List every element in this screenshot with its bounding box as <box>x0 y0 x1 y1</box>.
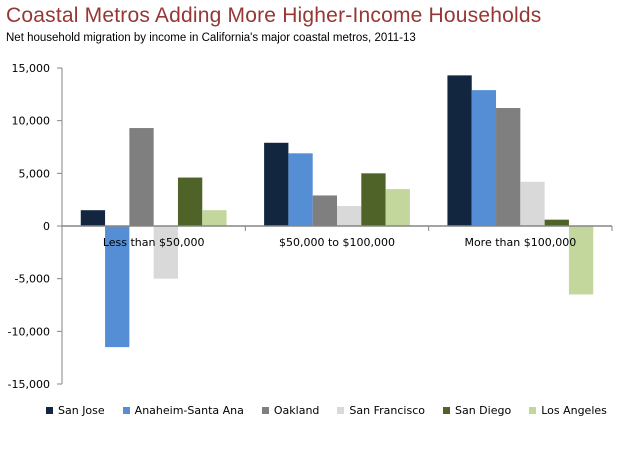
category-label: More than $100,000 <box>464 236 576 249</box>
bar-los-angeles-2 <box>385 189 410 226</box>
legend: San Jose Anaheim-Santa Ana Oakland San Fran… <box>46 404 624 417</box>
bar-los-angeles-3 <box>568 226 594 295</box>
bar-san-diego-3 <box>544 219 569 226</box>
legend-swatch <box>46 407 53 414</box>
bar-san-diego-1 <box>177 177 203 226</box>
bar-san-jose-1 <box>80 210 106 226</box>
legend-swatch <box>529 407 537 414</box>
bar-san-jose-3 <box>447 75 472 226</box>
bar-san-francisco-3 <box>520 181 545 226</box>
legend-item: San Diego <box>442 404 512 417</box>
y-tick-label: 5,000 <box>19 167 51 180</box>
bar-oakland-3 <box>496 108 521 226</box>
legend-swatch <box>261 407 269 414</box>
legend-label: Los Angeles <box>541 404 607 417</box>
y-tick-label: -10,000 <box>8 325 50 338</box>
bar-san-jose-2 <box>264 142 289 226</box>
bar-oakland-2 <box>312 195 337 226</box>
category-label: Less than $50,000 <box>103 236 205 249</box>
bar-san-francisco-1 <box>153 226 178 279</box>
bar-san-diego-2 <box>361 173 386 226</box>
bars-group <box>80 75 594 348</box>
chart-title: Coastal Metros Adding More Higher-Income… <box>6 4 542 27</box>
bar-los-angeles-1 <box>202 210 227 226</box>
legend-item: Anaheim-Santa Ana <box>122 404 244 417</box>
legend-label: Oakland <box>273 404 320 417</box>
bar-anaheim-santa-ana-2 <box>288 153 313 226</box>
legend-swatch <box>122 407 130 414</box>
x-axis <box>61 225 613 231</box>
legend-label: San Diego <box>454 404 512 417</box>
y-tick-label: -15,000 <box>8 378 50 391</box>
y-tick-label: 10,000 <box>12 115 51 128</box>
legend-label: San Francisco <box>349 404 425 417</box>
bar-anaheim-santa-ana-3 <box>471 90 497 227</box>
legend-label: Anaheim-Santa Ana <box>134 404 244 417</box>
legend-item: San Francisco <box>337 404 425 417</box>
chart-subtitle: Net household migration by income in Cal… <box>6 32 416 44</box>
y-tick-label: 15,000 <box>12 62 51 75</box>
legend-item: Oakland <box>261 404 320 417</box>
legend-item: Los Angeles <box>529 404 607 417</box>
category-labels: Less than $50,000 $50,000 to $100,000 More… <box>103 236 576 249</box>
legend-item: San Jose <box>46 404 105 417</box>
bar-oakland-1 <box>129 128 154 226</box>
bar-san-francisco-2 <box>337 205 362 226</box>
y-axis: 15,000 10,000 5,000 0 -5,000 -10,000 -15,000 <box>8 62 63 391</box>
legend-swatch <box>337 407 345 414</box>
y-tick-label: 0 <box>43 220 50 233</box>
legend-swatch <box>442 407 450 414</box>
legend-label: San Jose <box>58 404 105 417</box>
y-tick-label: -5,000 <box>15 273 50 286</box>
bar-anaheim-santa-ana-1 <box>105 226 130 348</box>
category-label: $50,000 to $100,000 <box>279 236 395 249</box>
